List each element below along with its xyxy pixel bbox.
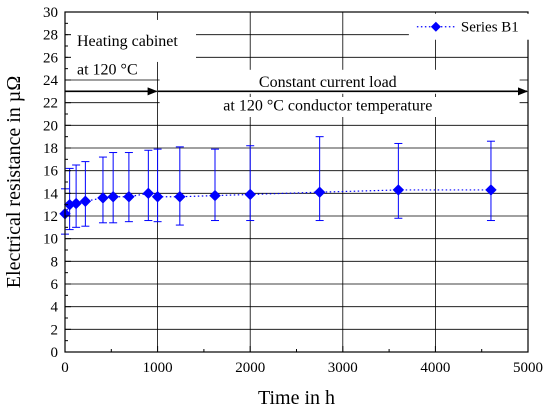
data-point (313, 186, 326, 198)
legend-marker (430, 21, 441, 32)
data-point (392, 184, 405, 196)
heating-label-line1: Heating cabinet (77, 33, 178, 50)
x-tick-label: 4000 (420, 360, 450, 376)
y-tick-label: 20 (43, 118, 58, 134)
data-point (485, 184, 497, 196)
legend-label: Series B1 (461, 20, 519, 36)
y-tick-label: 18 (43, 141, 58, 157)
y-tick-label: 4 (51, 300, 59, 316)
data-point (70, 197, 82, 210)
y-tick-label: 8 (51, 254, 59, 270)
y-tick-label: 10 (43, 232, 58, 248)
y-tick-label: 14 (43, 186, 59, 202)
grid-lines (65, 12, 528, 352)
data-point (151, 191, 164, 203)
y-tick-label: 26 (43, 50, 59, 66)
y-tick-label: 2 (51, 322, 59, 338)
legend: Series B1 (408, 13, 544, 40)
y-tick-label: 0 (51, 345, 59, 361)
x-tick-label: 2000 (235, 360, 265, 376)
load-label-line1: Constant current load (259, 74, 397, 91)
load-label-bg1 (159, 69, 520, 94)
heating-label-bg (68, 19, 196, 62)
x-tick-label: 3000 (328, 360, 358, 376)
y-tick-label: 30 (43, 5, 58, 21)
load-label-bg2 (159, 97, 520, 117)
x-tick-label: 1000 (143, 360, 173, 376)
heating-label-line2: at 120 °C (77, 61, 138, 78)
data-point (142, 187, 155, 200)
x-axis-title: Time in h (258, 387, 335, 409)
load-label-line2: at 120 °C conductor temperature (223, 98, 432, 115)
data-point (97, 192, 109, 204)
y-tick-label: 12 (43, 209, 58, 225)
data-point (107, 191, 119, 203)
annotations: Heating cabinet at 120 °C Constant current… (65, 19, 528, 117)
axes: 0 1000 2000 3000 4000 50000246810121416182022… (43, 5, 543, 376)
data-point (123, 191, 135, 203)
data-point (209, 189, 221, 202)
y-axis-title: Electrical resistance in µΩ (3, 76, 25, 288)
x-tick-label: 0 (61, 360, 69, 376)
y-tick-label: 16 (43, 164, 59, 180)
x-tick-label: 5000 (513, 360, 543, 376)
data-point (79, 195, 92, 207)
data-point (174, 191, 186, 203)
y-tick-label: 22 (43, 96, 58, 112)
y-tick-label: 28 (43, 28, 58, 44)
y-tick-label: 24 (43, 73, 59, 89)
data-point (244, 188, 256, 201)
y-tick-label: 6 (51, 277, 59, 293)
series-b1 (59, 136, 497, 235)
